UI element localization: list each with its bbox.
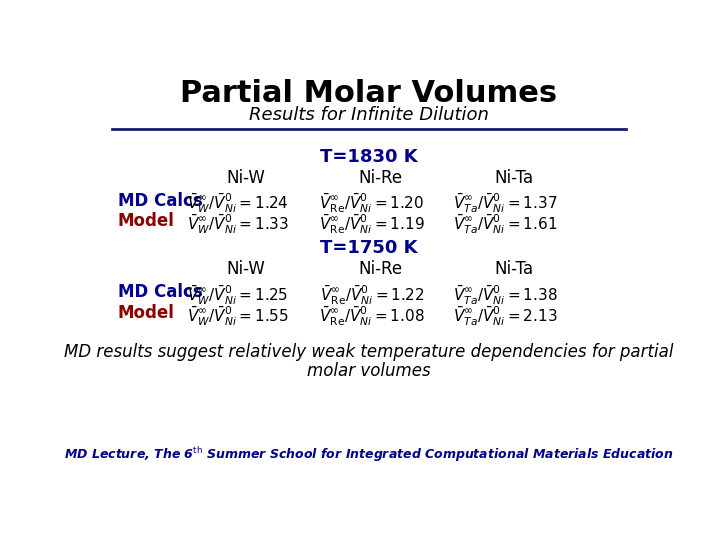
Text: Ni-W: Ni-W xyxy=(227,168,266,187)
Text: Results for Infinite Dilution: Results for Infinite Dilution xyxy=(249,106,489,124)
Text: $\bar{V}_{\mathrm{Re}}^{\infty} / \bar{V}_{Ni}^{0} = 1.08$: $\bar{V}_{\mathrm{Re}}^{\infty} / \bar{V… xyxy=(319,304,425,328)
Text: molar volumes: molar volumes xyxy=(307,362,431,380)
Text: Ni-W: Ni-W xyxy=(227,260,266,278)
Text: MD Lecture, The 6$^{\mathrm{th}}$ Summer School for Integrated Computational Mat: MD Lecture, The 6$^{\mathrm{th}}$ Summer… xyxy=(64,446,674,464)
Text: $\bar{V}_{Ta}^{\infty} / \bar{V}_{Ni}^{0} = 1.38$: $\bar{V}_{Ta}^{\infty} / \bar{V}_{Ni}^{0… xyxy=(454,283,558,307)
Text: Model: Model xyxy=(118,304,175,322)
Text: $\bar{V}_{Ta}^{\infty} / \bar{V}_{Ni}^{0} = 2.13$: $\bar{V}_{Ta}^{\infty} / \bar{V}_{Ni}^{0… xyxy=(454,304,558,328)
Text: $\bar{V}_{\mathrm{Re}}^{\infty} / \bar{V}_{Ni}^{0} = 1.19$: $\bar{V}_{\mathrm{Re}}^{\infty} / \bar{V… xyxy=(319,212,425,236)
Text: Partial Molar Volumes: Partial Molar Volumes xyxy=(181,79,557,109)
Text: Model: Model xyxy=(118,212,175,231)
Text: Ni-Ta: Ni-Ta xyxy=(495,168,534,187)
Text: $\bar{V}_{Ta}^{\infty} / \bar{V}_{Ni}^{0} = 1.37$: $\bar{V}_{Ta}^{\infty} / \bar{V}_{Ni}^{0… xyxy=(454,192,558,215)
Text: $\bar{V}_W^{\infty} / \bar{V}_{Ni}^{0} = 1.24$: $\bar{V}_W^{\infty} / \bar{V}_{Ni}^{0} =… xyxy=(187,192,289,215)
Text: $\bar{V}_W^{\infty} / \bar{V}_{Ni}^{0} = 1.33$: $\bar{V}_W^{\infty} / \bar{V}_{Ni}^{0} =… xyxy=(186,212,289,236)
Text: MD Calcs: MD Calcs xyxy=(118,283,202,301)
Text: Ni-Re: Ni-Re xyxy=(358,260,402,278)
Text: MD Calcs: MD Calcs xyxy=(118,192,202,210)
Text: T=1750 K: T=1750 K xyxy=(320,239,418,258)
Text: $\bar{V}_W^{\infty} / \bar{V}_{Ni}^{0} = 1.55$: $\bar{V}_W^{\infty} / \bar{V}_{Ni}^{0} =… xyxy=(187,304,289,328)
Text: Ni-Re: Ni-Re xyxy=(358,168,402,187)
Text: $\bar{V}_{\mathrm{Re}}^{\infty} / \bar{V}_{Ni}^{0} = 1.20$: $\bar{V}_{\mathrm{Re}}^{\infty} / \bar{V… xyxy=(320,192,424,215)
Text: Ni-Ta: Ni-Ta xyxy=(495,260,534,278)
Text: $\bar{V}_{Ta}^{\infty} / \bar{V}_{Ni}^{0} = 1.61$: $\bar{V}_{Ta}^{\infty} / \bar{V}_{Ni}^{0… xyxy=(454,212,558,236)
Text: $\bar{V}_{\mathrm{Re}}^{\infty} / \bar{V}_{Ni}^{0} = 1.22$: $\bar{V}_{\mathrm{Re}}^{\infty} / \bar{V… xyxy=(320,283,424,307)
Text: MD results suggest relatively weak temperature dependencies for partial: MD results suggest relatively weak tempe… xyxy=(64,343,674,361)
Text: T=1830 K: T=1830 K xyxy=(320,148,418,166)
Text: $\bar{V}_W^{\infty} / \bar{V}_{Ni}^{0} = 1.25$: $\bar{V}_W^{\infty} / \bar{V}_{Ni}^{0} =… xyxy=(187,283,289,307)
